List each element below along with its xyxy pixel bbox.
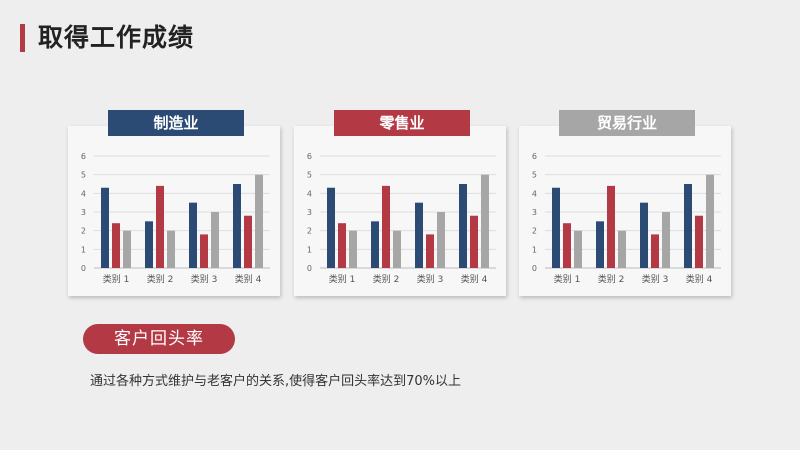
y-tick-label: 6 — [81, 152, 86, 161]
chart-card-trade: 0 1 2 3 4 5 6 类别 1 类别 2 类别 3 类别 4 贸易行业 — [519, 110, 731, 296]
y-tick-label: 5 — [81, 171, 86, 180]
bar — [244, 215, 252, 268]
bar — [167, 230, 175, 268]
bar — [459, 184, 467, 268]
bar — [437, 212, 445, 268]
bar — [349, 230, 357, 268]
section-description: 通过各种方式维护与老客户的关系,使得客户回头率达到70%以上 — [90, 374, 462, 389]
chart-heading-retail: 零售业 — [334, 110, 470, 136]
bar — [371, 221, 379, 268]
bar-chart-manufacturing: 0 1 2 3 4 5 6 类别 1 类别 2 类别 3 类别 4 — [81, 152, 270, 285]
bar — [662, 212, 670, 268]
bar — [233, 184, 241, 268]
y-tick-label: 5 — [307, 171, 312, 180]
bar — [651, 234, 659, 268]
bar — [706, 174, 714, 268]
x-tick-label: 类别 3 — [642, 273, 669, 285]
section-label-pill: 客户回头率 — [83, 324, 235, 354]
y-tick-label: 2 — [307, 227, 312, 236]
y-tick-label: 0 — [532, 264, 537, 273]
bar — [382, 185, 390, 268]
x-tick-label: 类别 1 — [554, 273, 581, 285]
x-tick-label: 类别 4 — [686, 273, 713, 285]
bar — [640, 202, 648, 268]
bar — [695, 215, 703, 268]
bar — [200, 234, 208, 268]
bar — [101, 187, 109, 268]
chart-heading-trade: 贸易行业 — [559, 110, 695, 136]
bar — [415, 202, 423, 268]
page-title: 取得工作成绩 — [38, 23, 195, 52]
bar — [684, 184, 692, 268]
bar — [112, 223, 120, 268]
y-tick-label: 1 — [81, 245, 86, 254]
chart-card-manufacturing: 0 1 2 3 4 5 6 类别 1 类别 2 类别 3 类别 4 制造业 — [68, 110, 280, 296]
chart-heading-manufacturing: 制造业 — [108, 110, 244, 136]
title-accent-bar — [20, 24, 25, 52]
bar — [552, 187, 560, 268]
y-tick-label: 4 — [81, 189, 86, 198]
x-tick-label: 类别 4 — [461, 273, 488, 285]
y-tick-label: 3 — [307, 208, 312, 217]
bar — [211, 212, 219, 268]
bar — [393, 230, 401, 268]
bar — [255, 174, 263, 268]
x-tick-label: 类别 4 — [235, 273, 262, 285]
x-tick-label: 类别 2 — [147, 273, 174, 285]
y-tick-label: 4 — [532, 189, 537, 198]
bar — [145, 221, 153, 268]
x-tick-label: 类别 3 — [191, 273, 218, 285]
x-tick-label: 类别 1 — [329, 273, 356, 285]
bar — [156, 185, 164, 268]
y-tick-label: 6 — [532, 152, 537, 161]
y-tick-label: 0 — [81, 264, 86, 273]
bar — [563, 223, 571, 268]
chart-card-retail: 0 1 2 3 4 5 6 类别 1 类别 2 类别 3 类别 4 零售业 — [294, 110, 506, 296]
y-tick-label: 2 — [81, 227, 86, 236]
bar-chart-trade: 0 1 2 3 4 5 6 类别 1 类别 2 类别 3 类别 4 — [532, 152, 721, 285]
bar — [470, 215, 478, 268]
bar — [123, 230, 131, 268]
y-tick-label: 6 — [307, 152, 312, 161]
bar — [338, 223, 346, 268]
y-tick-label: 4 — [307, 189, 312, 198]
bar — [596, 221, 604, 268]
x-tick-label: 类别 1 — [103, 273, 130, 285]
y-tick-label: 3 — [81, 208, 86, 217]
y-tick-label: 1 — [532, 245, 537, 254]
y-tick-label: 1 — [307, 245, 312, 254]
y-tick-label: 5 — [532, 171, 537, 180]
bar — [426, 234, 434, 268]
x-tick-label: 类别 2 — [598, 273, 625, 285]
bar-chart-retail: 0 1 2 3 4 5 6 类别 1 类别 2 类别 3 类别 4 — [307, 152, 496, 285]
bar — [481, 174, 489, 268]
y-tick-label: 3 — [532, 208, 537, 217]
bar — [607, 185, 615, 268]
bar — [189, 202, 197, 268]
x-tick-label: 类别 2 — [373, 273, 400, 285]
x-tick-label: 类别 3 — [417, 273, 444, 285]
y-tick-label: 0 — [307, 264, 312, 273]
bar — [574, 230, 582, 268]
y-tick-label: 2 — [532, 227, 537, 236]
bar — [618, 230, 626, 268]
bar — [327, 187, 335, 268]
